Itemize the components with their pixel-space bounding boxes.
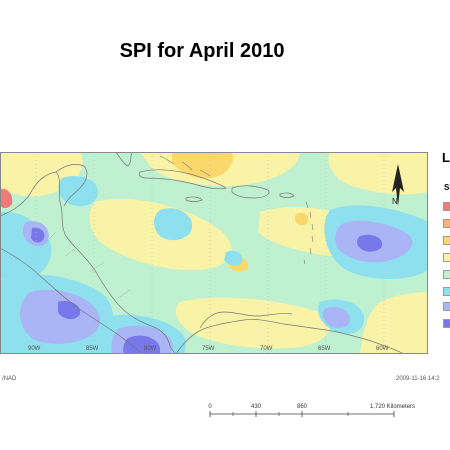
coastline-venezuela: [199, 311, 293, 329]
north-arrow-label: N: [392, 197, 398, 206]
projection-note: /NAD: [2, 376, 17, 382]
lon-label-80w: 80W: [144, 346, 157, 352]
timestamp: 2009-11-16 14:2: [396, 376, 440, 382]
legend-swatch-4: [443, 253, 450, 262]
coastline-yucatan: [55, 164, 88, 207]
spi-zone-lilac-south: [19, 289, 101, 344]
lon-label-65w: 65W: [318, 346, 331, 352]
lon-label-85w: 85W: [86, 346, 99, 352]
coastline-pacific: [0, 247, 143, 354]
spi-zone-cyan-gulf: [58, 175, 99, 207]
legend-swatch-2: [443, 219, 450, 228]
spi-zone-cyan-mid: [224, 250, 243, 266]
coastline-puerto-rico: [279, 192, 295, 198]
coastline-bahamas: [159, 155, 211, 177]
spi-zone-yellow-spot-ne: [294, 212, 309, 226]
lon-label-60w: 60W: [376, 346, 389, 352]
coastline-cuba: [138, 169, 227, 190]
lon-label-75w: 75W: [202, 346, 215, 352]
coastline-lesser-antilles: [303, 201, 314, 265]
spi-zone-red-nw: [0, 188, 13, 208]
legend-title: L: [442, 150, 450, 165]
spi-zone-yellow-south: [175, 297, 331, 349]
spi-zone-cyan-caribbean: [154, 208, 193, 241]
spi-zone-purple-west: [31, 227, 45, 243]
spi-zone-lilac-se: [322, 306, 350, 328]
longitude-grid: [35, 152, 385, 354]
spi-zone-purple-panama: [123, 335, 160, 354]
legend-swatch-3: [443, 236, 450, 245]
scale-bar: 0 430 860 1,720 Kilometers: [208, 404, 415, 417]
spi-zone-purple-east: [357, 234, 383, 252]
legend-swatch-8: [443, 319, 450, 328]
coastline-jamaica: [185, 196, 203, 202]
spi-zone-yellow-ne: [328, 152, 428, 195]
legend-swatch-5: [443, 270, 450, 279]
legend-swatch-7: [443, 302, 450, 311]
coastline-hispaniola: [231, 185, 270, 199]
scale-label-860: 860: [297, 404, 308, 410]
lon-label-90w: 90W: [28, 346, 41, 352]
spi-zone-orange-cuba: [172, 152, 234, 179]
scale-label-1720: 1,720 Kilometers: [370, 404, 415, 410]
legend-swatch-6: [443, 287, 450, 296]
legend-swatch-1: [443, 202, 450, 211]
coastline-central-america: [0, 171, 177, 354]
lon-label-70w: 70W: [260, 346, 273, 352]
scale-label-430: 430: [251, 404, 262, 410]
coastline-florida: [115, 152, 133, 167]
legend-subtitle: SI: [444, 183, 450, 192]
map-frame: [0, 152, 428, 354]
scale-label-0: 0: [208, 404, 212, 410]
spi-zone-yellow-se: [360, 292, 428, 354]
map-title: SPI for April 2010: [119, 40, 285, 62]
north-arrow: N: [392, 164, 404, 206]
border-lines: [39, 231, 131, 299]
coastline-south-america: [175, 319, 405, 354]
spi-map: N 90W 85W 80W 75W 70W 65W 60W: [0, 152, 428, 354]
